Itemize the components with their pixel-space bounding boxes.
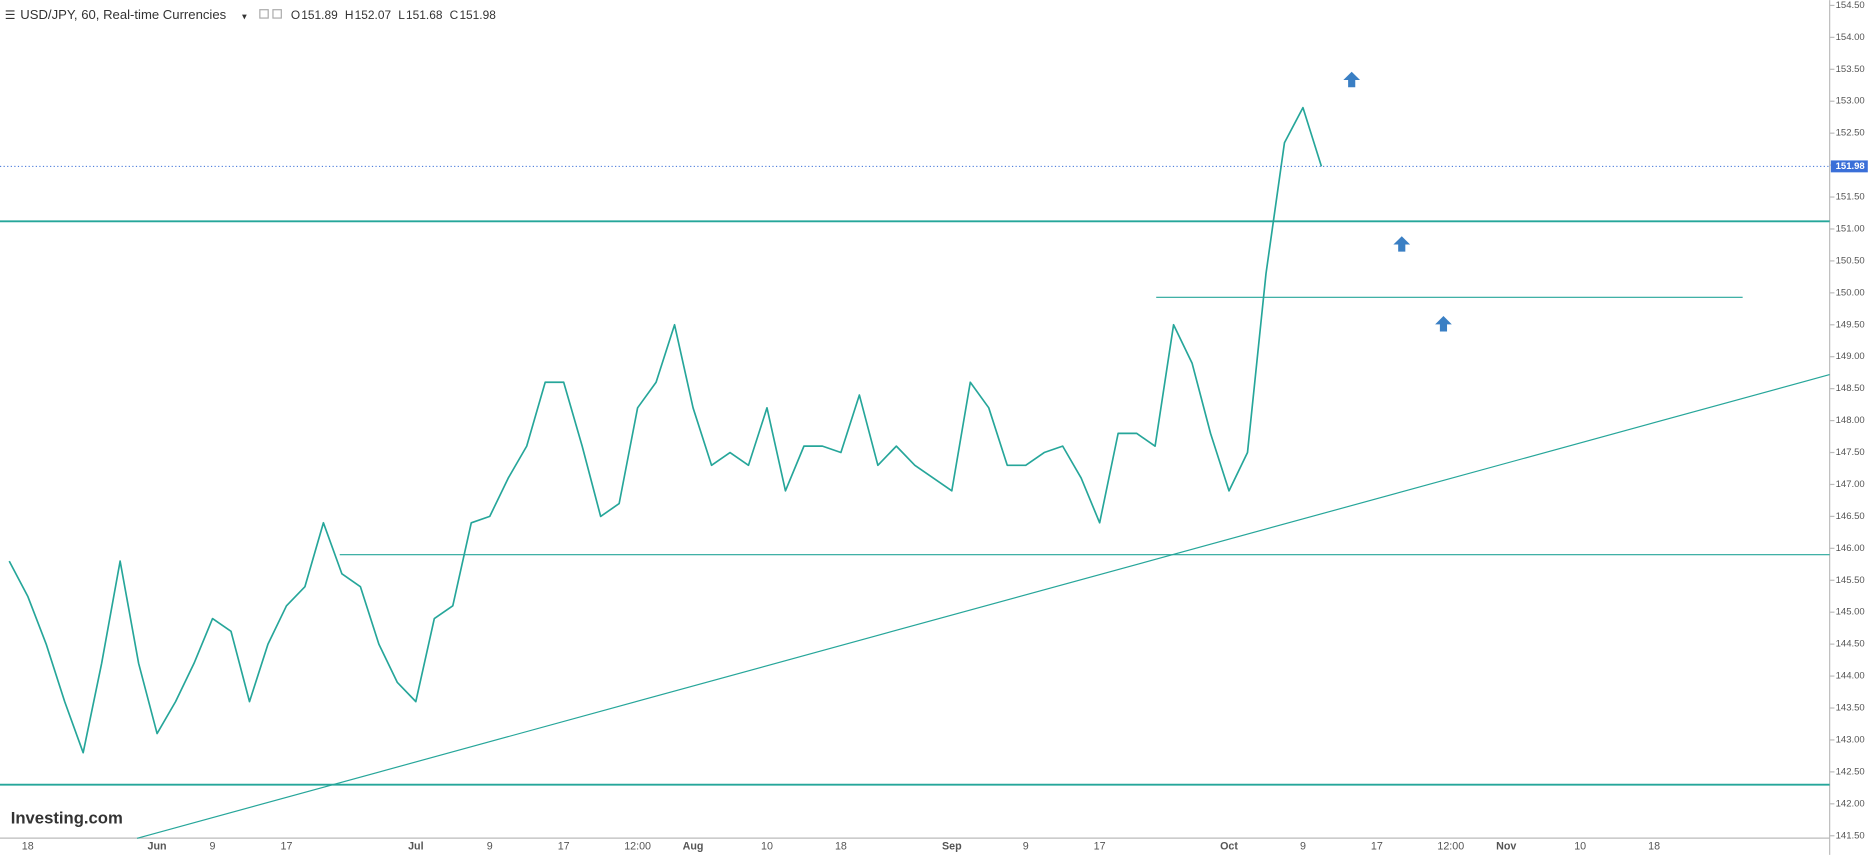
y-tick-label: 148.50: [1836, 383, 1865, 394]
y-tick-label: 154.50: [1836, 0, 1865, 11]
x-tick-label: Sep: [942, 840, 962, 852]
x-tick-label: Aug: [683, 840, 704, 852]
x-tick-label: 10: [761, 840, 773, 852]
trendline: [136, 374, 1830, 839]
ohlc-label: L: [398, 8, 405, 22]
settings-icon[interactable]: [272, 9, 282, 19]
y-tick-label: 149.00: [1836, 351, 1865, 362]
y-tick-label: 152.50: [1836, 128, 1865, 139]
x-tick-label: 12:00: [1437, 840, 1464, 852]
y-tick-label: 142.00: [1836, 798, 1865, 809]
x-tick-label: 9: [487, 840, 493, 852]
ohlc-value: 151.98: [459, 8, 496, 22]
y-tick-label: 144.00: [1836, 671, 1865, 682]
y-tick-label: 146.00: [1836, 543, 1865, 554]
y-tick-label: 146.50: [1836, 511, 1865, 522]
ohlc-label: C: [450, 8, 459, 22]
y-tick-label: 154.00: [1836, 32, 1865, 43]
x-tick-label: Oct: [1220, 840, 1238, 852]
x-tick-label: 17: [558, 840, 570, 852]
price-line: [8, 106, 1323, 754]
y-tick-label: 153.50: [1836, 64, 1865, 75]
up-arrow: [1435, 316, 1452, 332]
ohlc-label: H: [345, 8, 354, 22]
settings-icon[interactable]: [259, 9, 269, 19]
y-tick-label: 145.50: [1836, 575, 1865, 586]
current-price-label: 151.98: [1836, 161, 1865, 172]
y-tick-label: 150.00: [1836, 287, 1865, 298]
y-tick-label: 153.00: [1836, 96, 1865, 107]
x-tick-label: 17: [1371, 840, 1383, 852]
x-tick-label: Nov: [1496, 840, 1516, 852]
y-tick-label: 144.50: [1836, 639, 1865, 650]
x-tick-label: Jun: [148, 840, 167, 852]
x-tick-label: 18: [22, 840, 34, 852]
y-tick-label: 143.00: [1836, 734, 1865, 745]
y-tick-label: 151.00: [1836, 223, 1865, 234]
y-tick-label: 142.50: [1836, 766, 1865, 777]
menu-icon[interactable]: ☰: [5, 8, 16, 22]
ohlc-value: 151.68: [406, 8, 443, 22]
y-tick-label: 147.50: [1836, 447, 1865, 458]
y-tick-label: 149.50: [1836, 319, 1865, 330]
y-tick-label: 143.50: [1836, 703, 1865, 714]
x-tick-label: 9: [210, 840, 216, 852]
dropdown-icon[interactable]: ▾: [242, 11, 247, 22]
arrows: [1343, 71, 1452, 332]
x-tick-label: 17: [1094, 840, 1106, 852]
up-arrow: [1343, 71, 1361, 88]
x-tick-label: 9: [1300, 840, 1306, 852]
y-tick-label: 148.00: [1836, 415, 1865, 426]
y-tick-label: 150.50: [1836, 255, 1865, 266]
x-tick-label: Jul: [408, 840, 424, 852]
y-tick-label: 141.50: [1836, 830, 1865, 841]
up-arrow: [1393, 236, 1411, 252]
ohlc-label: O: [291, 8, 300, 22]
ohlc-legend: O 151.89 H 152.07 L 151.68 C 151.98: [291, 8, 496, 22]
ohlc-value: 151.89: [301, 8, 338, 22]
current-price-box: [1830, 160, 1868, 173]
y-tick-label: 147.00: [1836, 479, 1865, 490]
x-tick-label: 10: [1574, 840, 1586, 852]
ohlc-value: 152.07: [355, 8, 392, 22]
x-tick-label: 9: [1023, 840, 1029, 852]
chart-title: USD/JPY, 60, Real-time Currencies: [20, 7, 226, 22]
y-tick-label: 151.50: [1836, 192, 1865, 203]
x-tick-label: 17: [280, 840, 292, 852]
x-tick-label: 18: [835, 840, 847, 852]
y-tick-label: 145.00: [1836, 607, 1865, 618]
x-tick-label: 18: [1648, 840, 1660, 852]
logo: Investing.com: [11, 808, 123, 827]
x-tick-label: 12:00: [624, 840, 651, 852]
